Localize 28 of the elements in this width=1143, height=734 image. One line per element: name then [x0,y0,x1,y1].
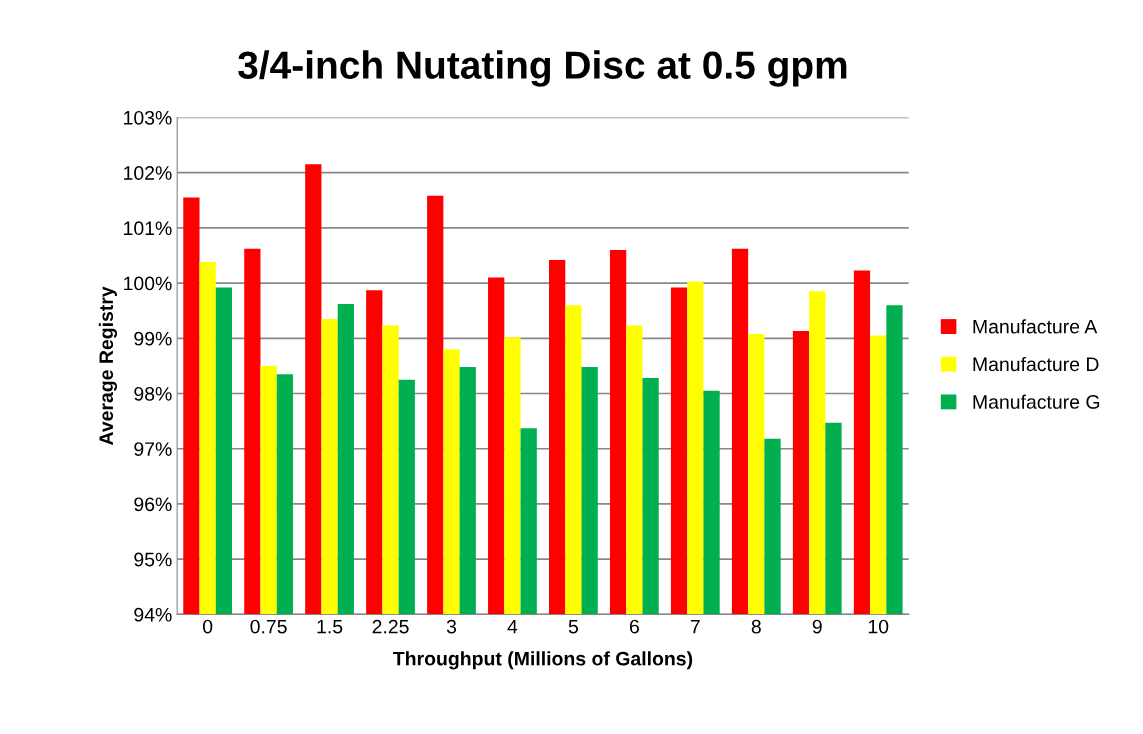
x-tick-label: 9 [812,619,822,634]
x-tick-label: 7 [690,619,700,634]
y-tick-label: 99% [134,331,172,346]
y-tick-label: 94% [134,607,172,622]
y-tick-label: 96% [134,497,172,512]
legend-label: Manufacture D [973,356,1099,372]
x-tick-label: 3 [446,619,457,634]
chart-title: 3/4-inch Nutating Disc at 0.5 gpm [238,50,847,87]
x-tick-label: 0 [203,619,213,634]
x-tick-label: 6 [629,619,639,634]
x-tick-label: 4 [507,619,518,634]
y-tick-label: 95% [134,552,172,567]
x-tick-label: 5 [568,619,578,634]
y-tick-label: 100% [124,276,172,291]
y-axis-title: Average Registry [98,286,118,446]
legend-label: Manufacture A [973,319,1098,334]
y-tick-label: 98% [134,386,172,401]
x-axis-title: Throughput (Millions of Gallons) [393,651,693,670]
legend-label: Manufacture G [973,394,1100,409]
x-tick-label: 0.75 [250,619,287,634]
x-tick-label: 1.5 [317,619,343,634]
x-tick-label: 8 [751,619,761,634]
y-tick-label: 102% [124,166,172,180]
y-tick-label: 103% [124,110,172,125]
x-tick-label: 2.25 [372,619,409,634]
y-tick-label: 101% [124,221,172,236]
x-tick-label: 10 [868,619,889,634]
y-tick-label: 97% [134,442,172,456]
